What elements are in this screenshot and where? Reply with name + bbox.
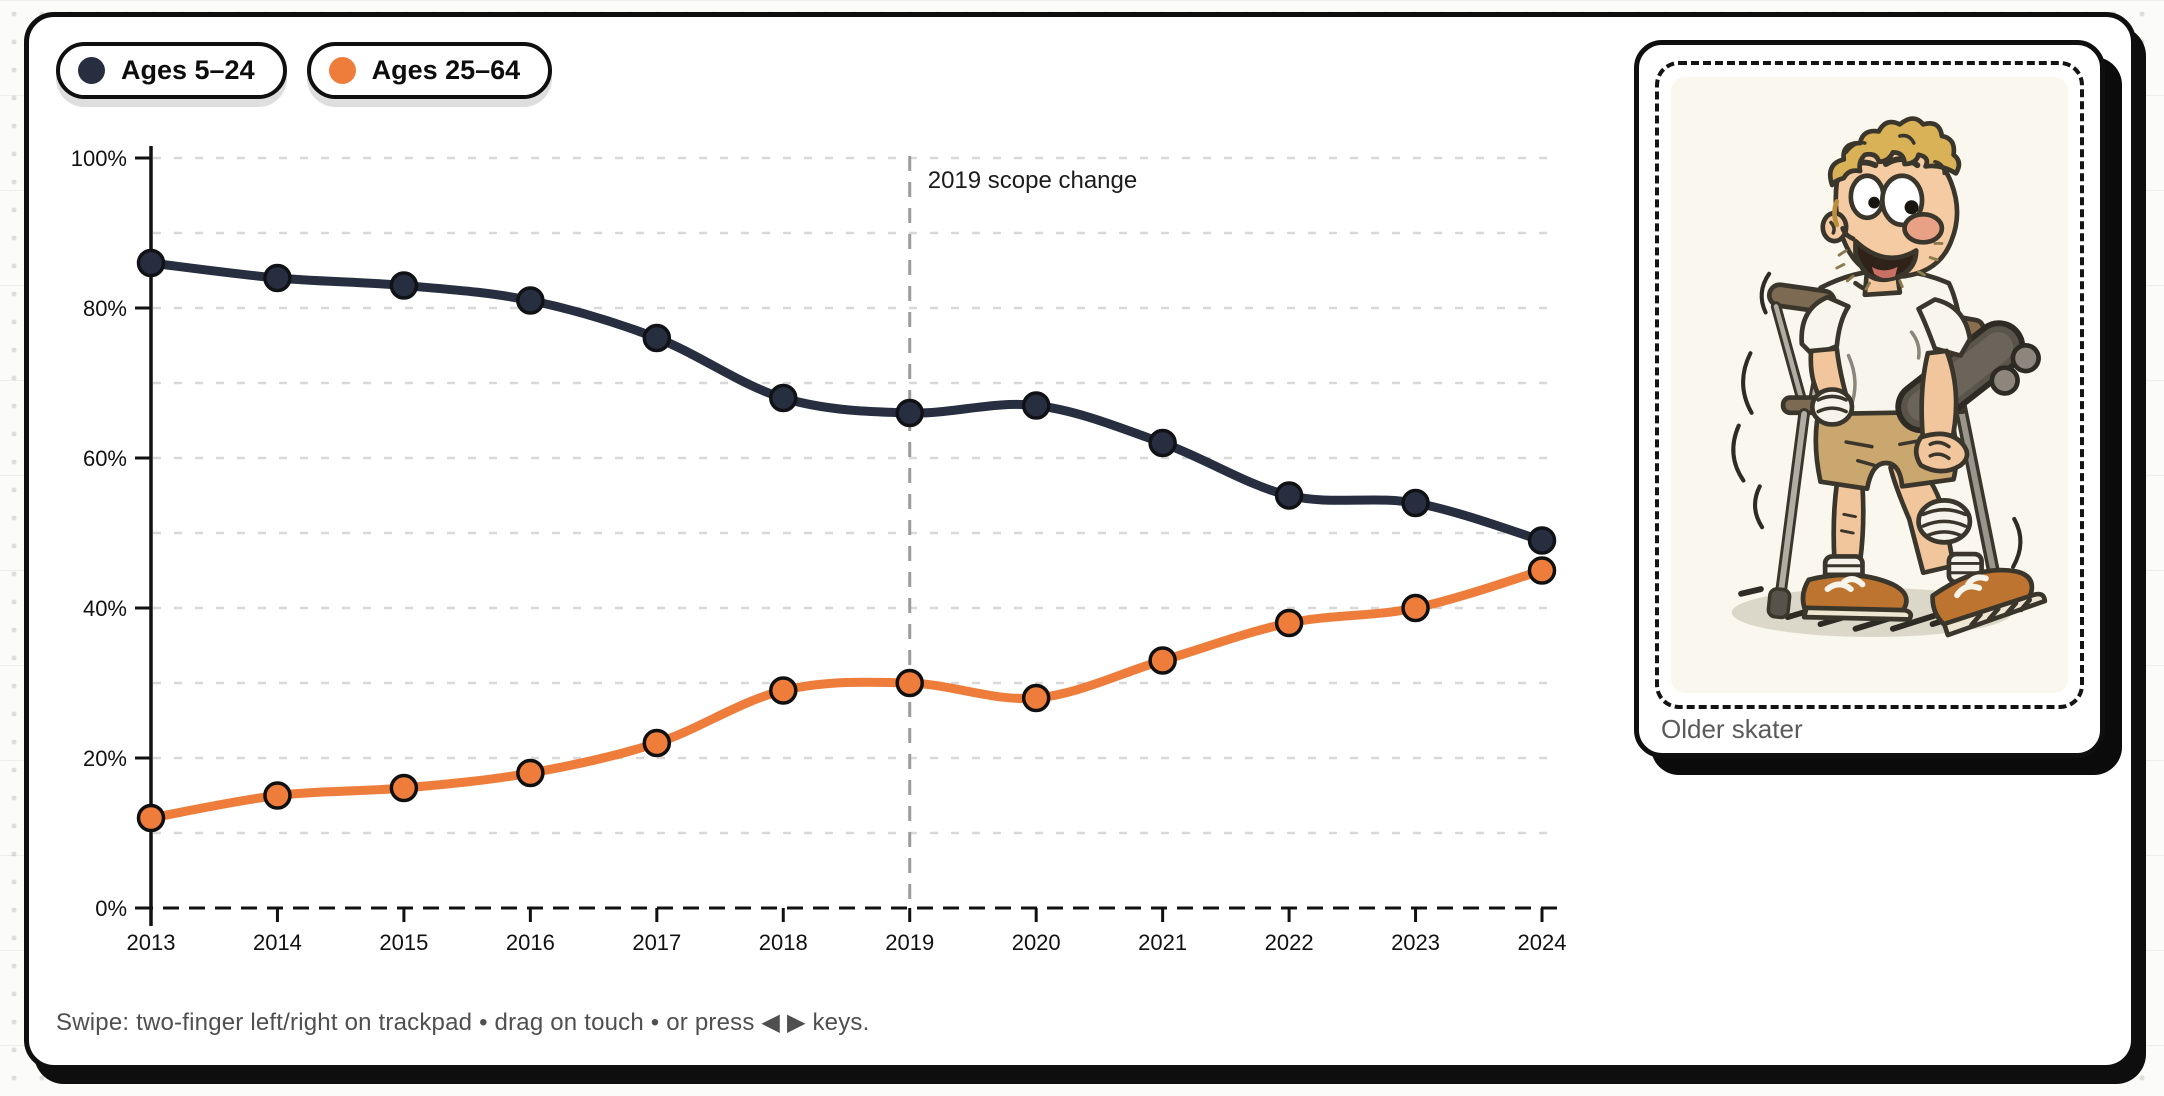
y-tick-label: 80%	[83, 296, 127, 321]
legend-color-dot-icon	[78, 57, 105, 84]
x-tick-label: 2023	[1391, 930, 1440, 955]
y-tick-label: 40%	[83, 596, 127, 621]
data-point	[1401, 488, 1430, 518]
data-point	[516, 758, 545, 788]
legend: Ages 5–24 Ages 25–64	[56, 42, 553, 99]
data-point	[642, 728, 672, 758]
data-point	[769, 676, 798, 705]
x-tick-label: 2024	[1518, 930, 1567, 955]
data-point	[389, 271, 419, 300]
data-point	[895, 398, 924, 428]
legend-chip-ages-25-64[interactable]: Ages 25–64	[306, 42, 553, 99]
x-tick-label: 2020	[1012, 930, 1061, 955]
x-tick-label: 2015	[379, 930, 428, 955]
x-tick-label: 2018	[759, 930, 808, 955]
series-line	[146, 258, 1547, 545]
data-point	[263, 781, 292, 810]
illustration-card: Older skater	[1634, 40, 2105, 758]
y-tick-label: 20%	[83, 746, 127, 771]
data-point	[516, 286, 545, 315]
data-point	[1527, 556, 1557, 585]
data-point	[136, 248, 166, 278]
x-tick-label: 2013	[127, 930, 176, 955]
y-tick-label: 100%	[71, 146, 127, 171]
data-point	[1021, 683, 1051, 713]
x-tick-label: 2022	[1265, 930, 1314, 955]
legend-label: Ages 5–24	[121, 55, 255, 85]
data-point	[1148, 428, 1177, 458]
data-point	[1274, 481, 1304, 510]
data-point	[389, 773, 419, 803]
data-point	[1274, 608, 1304, 638]
x-tick-label: 2014	[253, 930, 302, 955]
y-tick-label: 0%	[95, 896, 127, 921]
x-tick-label: 2017	[632, 930, 681, 955]
legend-chip-ages-5-24[interactable]: Ages 5–24	[56, 42, 287, 99]
x-tick-label: 2021	[1138, 930, 1187, 955]
illustration-dashed-frame	[1655, 61, 2084, 709]
data-point	[1021, 391, 1051, 420]
data-point	[895, 668, 924, 698]
legend-label: Ages 25–64	[371, 55, 521, 85]
data-point	[642, 323, 672, 353]
swipe-hint: Swipe: two-finger left/right on trackpad…	[56, 1009, 870, 1036]
older-skater-illustration	[1731, 116, 2048, 638]
y-tick-label: 60%	[83, 446, 127, 471]
x-tick-label: 2016	[506, 930, 555, 955]
illustration-area	[1671, 77, 2068, 693]
data-point	[769, 383, 798, 413]
card-caption: Older skater	[1661, 714, 1803, 744]
data-point	[136, 803, 166, 833]
legend-color-dot-icon	[328, 57, 356, 84]
data-point	[1527, 526, 1557, 555]
data-point	[1401, 593, 1430, 623]
data-point	[1148, 646, 1177, 675]
data-point	[263, 263, 292, 293]
x-tick-label: 2019	[885, 930, 934, 955]
annotation-label: 2019 scope change	[928, 167, 1138, 194]
